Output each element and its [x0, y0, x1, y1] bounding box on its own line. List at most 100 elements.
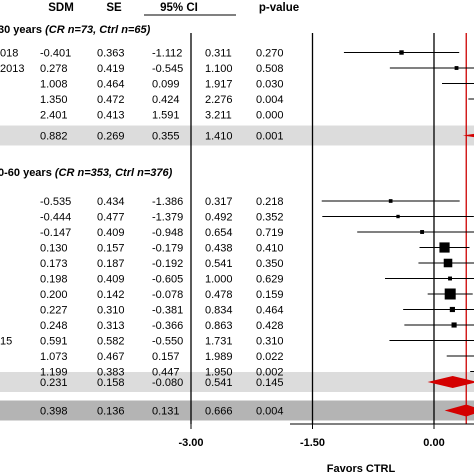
summary-band	[0, 125, 474, 146]
study-effect-marker	[420, 230, 425, 234]
study-ci-lower: 0.447	[152, 367, 180, 379]
study-se: 0.472	[97, 94, 125, 106]
study-se: 0.477	[97, 212, 125, 224]
study-sdm: -0.444	[40, 212, 71, 224]
subgroup-label: 0-60 years (CR n=353, Ctrl n=376)	[0, 167, 173, 179]
header-ci: 95% CI	[160, 2, 198, 14]
study-se: 0.157	[97, 243, 125, 255]
study-se: 0.383	[97, 367, 125, 379]
study-ci-upper: 0.654	[205, 227, 233, 239]
study-ci-lower: -0.179	[152, 243, 183, 255]
study-label: 2013	[0, 63, 24, 75]
study-ci-lower: -0.550	[152, 336, 183, 348]
subgroup-summary-sdm: 0.882	[40, 131, 68, 143]
study-p-value: 0.464	[256, 305, 284, 317]
study-ci-lower: -0.948	[152, 227, 183, 239]
study-ci-upper: 1.989	[205, 351, 233, 363]
study-se: 0.187	[97, 258, 125, 270]
study-effect-marker	[444, 288, 456, 300]
study-ci-lower: 0.099	[152, 79, 180, 91]
study-se: 0.310	[97, 305, 125, 317]
x-tick-label: -3.00	[178, 437, 203, 449]
overall-summary-diamond	[444, 404, 474, 417]
header-p: p-value	[259, 2, 299, 14]
study-ci-upper: 0.834	[205, 305, 233, 317]
study-ci-upper: 1.917	[205, 79, 233, 91]
study-sdm: 1.199	[40, 367, 68, 379]
overall-band	[0, 400, 474, 421]
study-sdm: -0.147	[40, 227, 71, 239]
study-ci-lower: -0.078	[152, 289, 183, 301]
study-sdm: -0.535	[40, 196, 71, 208]
study-effect-marker	[396, 214, 400, 219]
study-se: 0.142	[97, 289, 125, 301]
subgroup-summary-se: 0.158	[97, 377, 125, 389]
study-effect-marker	[448, 276, 452, 281]
subgroup-summary-p-value: 0.145	[256, 377, 284, 389]
subgroup-summary-ci-lower: -0.080	[152, 377, 183, 389]
study-ci-lower: 0.424	[152, 94, 180, 106]
study-se: 0.413	[97, 110, 125, 122]
overall-summary-se: 0.136	[97, 406, 125, 418]
study-sdm: 0.248	[40, 320, 68, 332]
study-ci-upper: 0.541	[205, 258, 233, 270]
study-p-value: 0.030	[256, 79, 284, 91]
study-ci-upper: 0.478	[205, 289, 233, 301]
subgroup-summary-diamond	[427, 376, 474, 388]
study-se: 0.409	[97, 274, 125, 286]
study-ci-lower: -1.386	[152, 196, 183, 208]
subgroup-summary-ci-upper: 1.410	[205, 131, 233, 143]
study-effect-marker	[388, 199, 393, 203]
study-ci-lower: -0.545	[152, 63, 183, 75]
study-ci-lower: -0.605	[152, 274, 183, 286]
study-se: 0.464	[97, 79, 125, 91]
study-ci-upper: 0.492	[205, 212, 233, 224]
study-sdm: 2.401	[40, 110, 68, 122]
subgroup-summary-ci-upper: 0.541	[205, 377, 233, 389]
overall-summary-sdm: 0.398	[40, 406, 68, 418]
study-label: 018	[0, 48, 18, 60]
study-effect-marker	[449, 306, 455, 313]
subgroup-label: 30 years (CR n=73, Ctrl n=65)	[0, 24, 151, 36]
study-p-value: 0.022	[256, 351, 284, 363]
study-effect-marker	[443, 258, 453, 268]
study-label: 15	[0, 336, 12, 348]
study-sdm: 1.008	[40, 79, 68, 91]
study-sdm: -0.401	[40, 48, 71, 60]
study-sdm: 0.173	[40, 258, 68, 270]
study-se: 0.419	[97, 63, 125, 75]
study-se: 0.409	[97, 227, 125, 239]
study-p-value: 0.270	[256, 48, 284, 60]
study-ci-upper: 0.317	[205, 196, 233, 208]
study-se: 0.582	[97, 336, 125, 348]
study-p-value: 0.629	[256, 274, 284, 286]
study-sdm: 0.130	[40, 243, 68, 255]
study-ci-upper: 2.276	[205, 94, 233, 106]
header-sdm: SDM	[48, 2, 74, 14]
study-ci-upper: 1.950	[205, 367, 233, 379]
study-p-value: 0.000	[256, 110, 284, 122]
study-p-value: 0.352	[256, 212, 284, 224]
study-sdm: 1.073	[40, 351, 68, 363]
study-p-value: 0.410	[256, 243, 284, 255]
subgroup-summary-p-value: 0.001	[256, 131, 284, 143]
study-sdm: 0.278	[40, 63, 68, 75]
study-ci-lower: -1.112	[152, 48, 182, 60]
study-effect-marker	[454, 66, 459, 70]
study-ci-lower: -1.379	[152, 212, 183, 224]
study-ci-lower: -0.192	[152, 258, 183, 270]
study-se: 0.363	[97, 48, 125, 60]
study-ci-lower: -0.381	[152, 305, 183, 317]
study-sdm: 0.198	[40, 274, 68, 286]
study-ci-lower: 1.591	[152, 110, 180, 122]
study-effect-marker	[399, 50, 404, 55]
x-axis-label: Favors CTRL	[327, 463, 396, 474]
study-p-value: 0.428	[256, 320, 284, 332]
study-p-value: 0.719	[256, 227, 284, 239]
study-p-value: 0.004	[256, 94, 284, 106]
study-p-value: 0.218	[256, 196, 284, 208]
study-ci-lower: -0.366	[152, 320, 183, 332]
study-ci-upper: 1.731	[205, 336, 233, 348]
study-ci-upper: 0.863	[205, 320, 233, 332]
